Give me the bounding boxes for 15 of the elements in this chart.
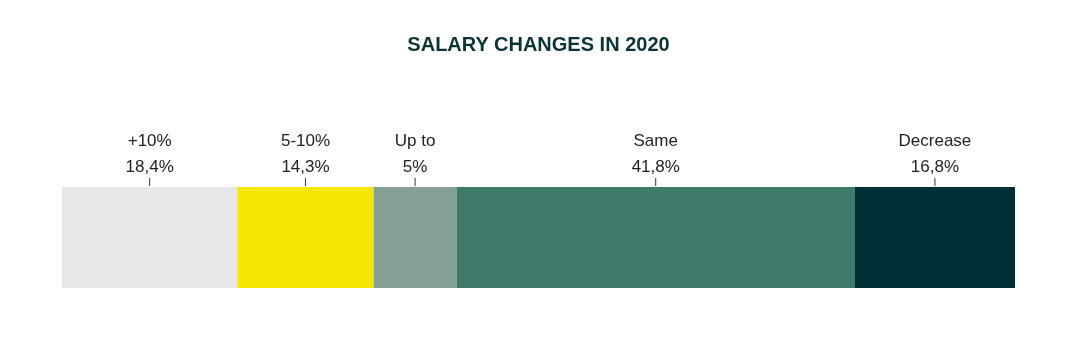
text: Same bbox=[633, 131, 678, 150]
text: +10% bbox=[127, 131, 172, 150]
text: 5-10% bbox=[280, 131, 331, 150]
text: Up to 5% bbox=[394, 131, 436, 176]
bar bbox=[62, 187, 238, 288]
chart-title: SALARY CHANGES IN 2020 bbox=[407, 33, 670, 55]
data-label: 16,8% bbox=[910, 157, 960, 176]
bar bbox=[237, 187, 374, 288]
bar bbox=[854, 187, 1015, 288]
data-label: 41,8% bbox=[631, 157, 680, 176]
bar bbox=[373, 187, 457, 288]
data-label: 14,3% bbox=[281, 157, 330, 176]
data-label: 18,4% bbox=[125, 157, 174, 176]
text: Decrease bbox=[898, 131, 972, 150]
bar bbox=[456, 187, 855, 288]
